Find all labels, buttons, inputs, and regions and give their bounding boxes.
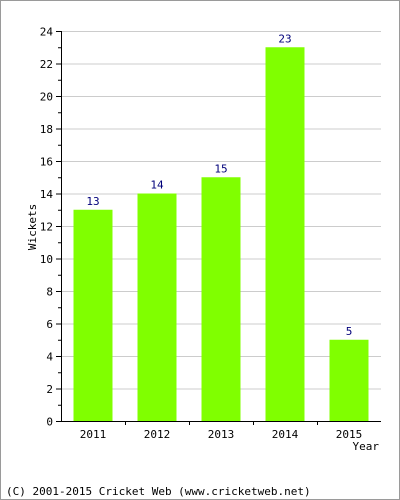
- y-tick-label: 14: [40, 188, 54, 201]
- y-tick-label: 18: [40, 123, 53, 136]
- y-tick-label: 22: [40, 58, 53, 71]
- y-tick-label: 6: [46, 318, 53, 331]
- bars: [73, 47, 369, 421]
- y-tick-label: 12: [40, 221, 53, 234]
- bar-2013: [201, 177, 241, 421]
- y-tick-label: 8: [46, 286, 53, 299]
- bar-2011: [73, 209, 113, 421]
- data-label-2011: 13: [86, 195, 99, 208]
- y-tick-label: 20: [40, 91, 53, 104]
- bar-2012: [137, 193, 177, 421]
- bar-2015: [329, 339, 369, 421]
- data-labels: 13 14 15 23 5: [86, 32, 352, 338]
- y-tick-label: 16: [40, 156, 53, 169]
- data-label-2015: 5: [346, 325, 353, 338]
- x-axis-title: Year: [353, 440, 380, 453]
- y-tick-label: 10: [40, 253, 53, 266]
- x-ticks: 2011 2012 2013 2014 2015: [80, 421, 363, 441]
- copyright-footer: (C) 2001-2015 Cricket Web (www.cricketwe…: [6, 485, 311, 498]
- x-tick-label: 2014: [272, 428, 299, 441]
- y-tick-label: 24: [40, 26, 54, 39]
- x-tick-label: 2015: [336, 428, 363, 441]
- x-tick-label: 2011: [80, 428, 107, 441]
- y-tick-label: 0: [46, 416, 53, 429]
- data-label-2012: 14: [150, 179, 164, 192]
- x-tick-label: 2013: [208, 428, 235, 441]
- y-tick-label: 2: [46, 383, 53, 396]
- y-tick-label: 4: [46, 351, 53, 364]
- axes: [61, 31, 381, 422]
- bar-2014: [265, 47, 305, 421]
- data-label-2014: 23: [278, 32, 291, 45]
- y-axis-title: Wickets: [26, 204, 39, 250]
- x-tick-label: 2012: [144, 428, 171, 441]
- data-label-2013: 15: [214, 162, 227, 175]
